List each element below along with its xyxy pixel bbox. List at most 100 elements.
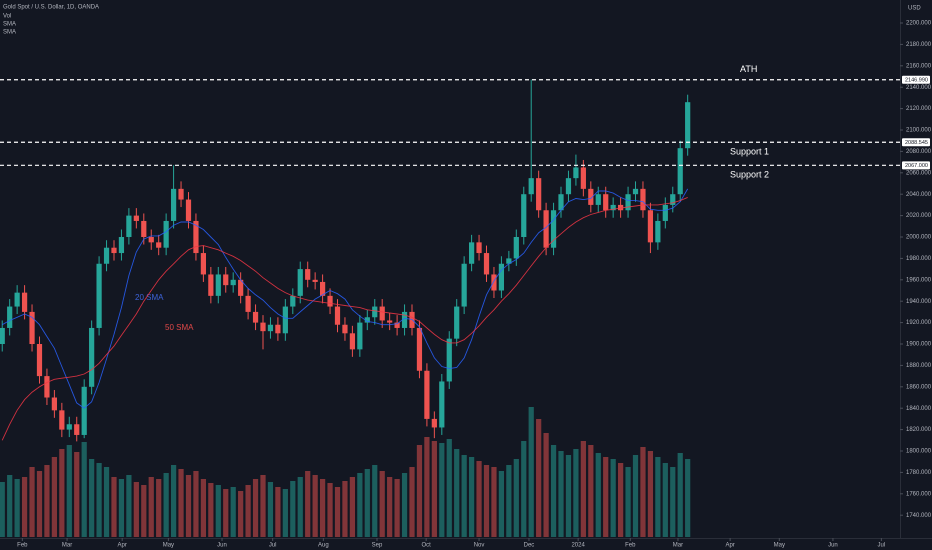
legend-item: Vol — [3, 14, 11, 20]
candle-body — [334, 306, 341, 325]
candle-body — [573, 167, 579, 179]
candle-body — [595, 194, 601, 205]
candle-body — [543, 210, 549, 248]
candle-body — [483, 253, 490, 275]
volume-bar — [439, 443, 445, 537]
candle-body — [103, 247, 110, 264]
candles — [0, 79, 691, 442]
volume-bar — [327, 483, 333, 537]
candle-body — [513, 237, 519, 259]
candle-body — [66, 424, 72, 430]
x-tick-label: Jun — [828, 543, 838, 549]
candle-body — [379, 306, 385, 321]
volume-bar — [662, 463, 668, 537]
candle-body — [446, 338, 452, 382]
candle-body — [230, 279, 236, 286]
x-tick-label: Jul — [878, 543, 886, 549]
candle-body — [655, 220, 661, 243]
candle-body — [59, 410, 65, 430]
volume-bar — [36, 471, 43, 537]
x-tick-label: May — [774, 543, 785, 549]
volume-bar — [238, 491, 244, 537]
volume-bar — [461, 455, 467, 537]
candle-body — [126, 215, 132, 238]
x-tick-label: May — [163, 543, 174, 549]
candle-body — [319, 281, 326, 296]
volume-bar — [74, 452, 80, 537]
x-tick-label: Apr — [118, 543, 127, 549]
x-tick-label: Mar — [673, 543, 683, 549]
volume-bar — [312, 475, 318, 537]
volume-bar — [252, 479, 259, 537]
y-tick-label: 1760.000 — [906, 491, 932, 497]
candle-body — [632, 188, 639, 195]
candle-body — [625, 194, 631, 211]
candle-body — [163, 220, 169, 248]
x-tick-label: Mar — [62, 543, 72, 549]
volume-bar — [409, 467, 415, 537]
volume-bar — [208, 483, 214, 537]
level-price-label: 2088.545 — [905, 140, 928, 146]
chart-title: Gold Spot / U.S. Dollar, 1D, OANDA — [3, 5, 99, 11]
candle-body — [401, 311, 408, 328]
x-tick-label: Feb — [625, 543, 636, 549]
y-tick-label: 2120.000 — [906, 106, 932, 112]
candle-body — [424, 370, 430, 419]
candle-body — [461, 263, 467, 307]
y-tick-label: 2140.000 — [906, 85, 932, 91]
volume-bar — [513, 459, 519, 537]
volume-bar — [573, 449, 579, 537]
x-tick-label: Dec — [524, 543, 535, 549]
candle-body — [491, 274, 497, 291]
volume-bar — [230, 487, 236, 537]
volume-bar — [156, 479, 162, 537]
y-tick-label: 1820.000 — [906, 427, 932, 433]
candle-body — [372, 306, 378, 318]
level-name: Support 1 — [730, 147, 769, 157]
volume-bar — [550, 445, 557, 537]
y-tick-label: 2080.000 — [906, 149, 932, 155]
volume-bar — [66, 445, 72, 537]
x-tick-label: Aug — [318, 543, 329, 549]
y-tick-label: 1840.000 — [906, 406, 932, 412]
volume-bar — [632, 455, 639, 537]
candle-body — [416, 327, 423, 371]
volume-bar — [372, 465, 378, 537]
level-price-box — [902, 138, 930, 147]
volume-bar — [603, 457, 609, 537]
candle-body — [267, 324, 274, 332]
candle-body — [185, 199, 192, 221]
level-price-label: 2146.990 — [905, 77, 928, 83]
candle-body — [74, 424, 80, 435]
level-price-box — [902, 161, 930, 170]
y-tick-label: 1780.000 — [906, 470, 932, 476]
volume-bar — [416, 445, 423, 537]
volume-bar — [431, 441, 437, 537]
volume-bar — [618, 463, 624, 537]
candle-body — [81, 386, 87, 435]
y-tick-label: 2180.000 — [906, 42, 932, 48]
volume-bar — [349, 477, 356, 537]
volume-bar — [401, 473, 408, 537]
volume-bar — [215, 485, 221, 537]
volume-bar — [446, 439, 452, 537]
y-tick-label: 1960.000 — [906, 277, 932, 283]
candle-body — [305, 269, 311, 280]
volume-bar — [357, 473, 363, 537]
candle-body — [454, 306, 460, 339]
volume-bar — [685, 459, 691, 537]
candle-body — [275, 324, 281, 334]
candle-body — [506, 258, 512, 264]
volume-bar — [305, 471, 311, 537]
candle-body — [349, 333, 356, 350]
volume-bar — [677, 453, 683, 537]
candle-body — [51, 397, 57, 411]
volume-bar — [111, 477, 117, 537]
candle-body — [550, 210, 557, 248]
candle-body — [148, 237, 154, 243]
y-tick-label: 2020.000 — [906, 213, 932, 219]
volume-bar — [647, 451, 654, 537]
volume-bar — [580, 441, 586, 537]
candle-body — [610, 204, 616, 211]
